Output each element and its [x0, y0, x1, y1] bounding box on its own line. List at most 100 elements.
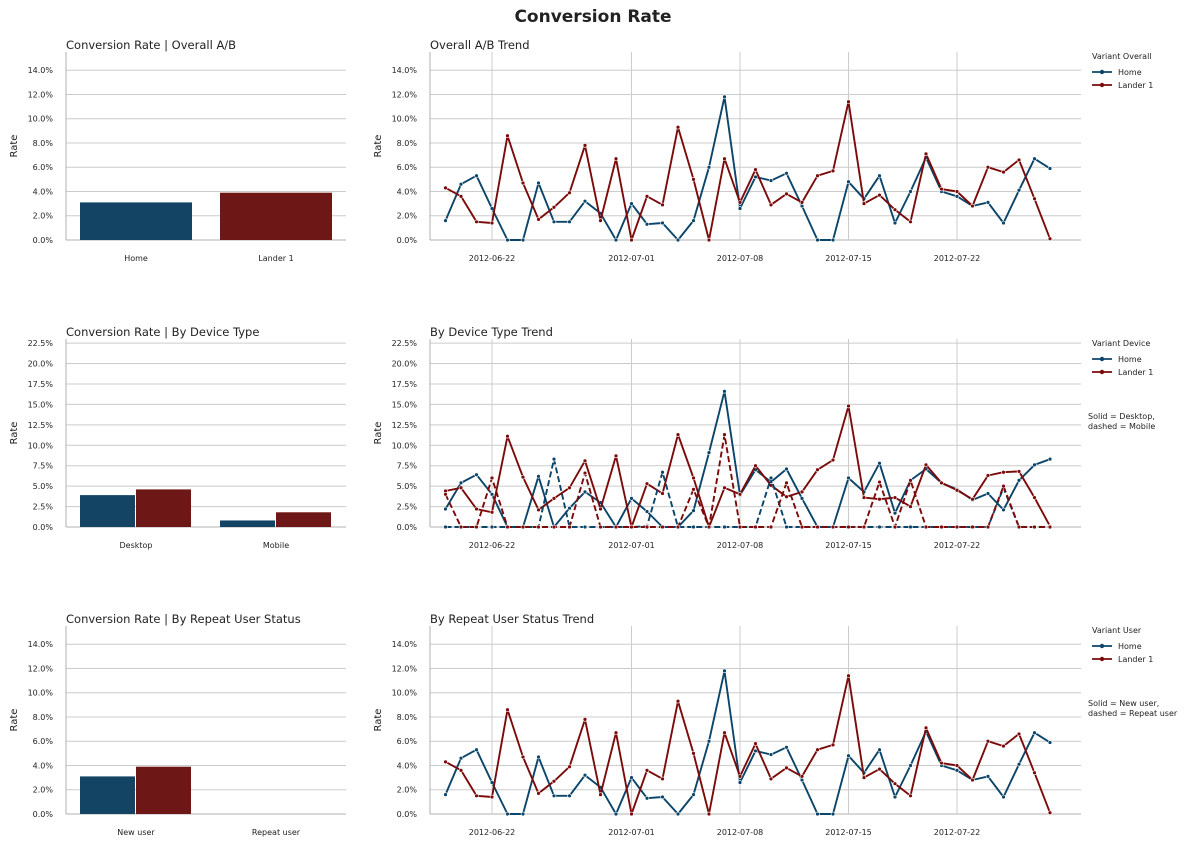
- panel4-point: [815, 467, 820, 472]
- panel6-point: [1001, 794, 1006, 800]
- panel4-point: [939, 524, 944, 530]
- panel4-point: [830, 524, 836, 530]
- panel4-point: [660, 524, 665, 530]
- panel2-point: [536, 217, 541, 222]
- panel4-point: [489, 475, 495, 481]
- panel2-point: [830, 237, 836, 243]
- panel4-point: [644, 481, 650, 486]
- panel2-point: [1001, 220, 1006, 226]
- panel6-point: [722, 730, 727, 735]
- panel4-point: [582, 470, 588, 476]
- panel4-point: [474, 506, 479, 512]
- panel4-point: [753, 524, 758, 530]
- panel4-point: [691, 524, 696, 530]
- panel2-point: [737, 200, 743, 205]
- panel3-bar: [220, 520, 275, 527]
- panel4-point: [474, 472, 479, 477]
- panel2-xtick-label: 2012-06-22: [469, 254, 516, 263]
- panel6-point: [830, 742, 836, 748]
- panel1-ylabel: Rate: [9, 135, 20, 158]
- panel1-ytick-label: 14.0%: [28, 66, 54, 75]
- panel6-point: [505, 707, 510, 712]
- panel6-point: [846, 673, 851, 678]
- panel4-point: [892, 495, 898, 500]
- panel6-point: [613, 811, 619, 817]
- panel2-point: [1047, 166, 1053, 171]
- panel2-point: [970, 203, 975, 209]
- panel4-point: [489, 510, 495, 515]
- panel6-point: [489, 794, 495, 800]
- panel4-point: [923, 462, 929, 468]
- panel4-point: [551, 524, 557, 530]
- panel3-bar: [136, 489, 191, 527]
- panel6-legend-title: Variant User: [1092, 626, 1142, 635]
- panel4-series-line-lander: [445, 405, 1051, 528]
- panel4-point: [474, 524, 479, 530]
- panel4-point: [567, 524, 572, 530]
- panel4-point: [551, 456, 557, 462]
- panel2-point: [815, 237, 820, 243]
- panel2-point: [505, 237, 510, 243]
- panel2-point: [458, 194, 464, 199]
- panel6-xtick-label: 2012-07-01: [608, 828, 655, 837]
- panel6-point: [815, 747, 820, 752]
- panel3-ytick-label: 10.0%: [28, 441, 54, 450]
- panel2-point: [706, 165, 712, 170]
- panel2-point: [551, 205, 557, 210]
- panel6-ytick-label: 14.0%: [392, 640, 418, 649]
- panel6-legend-label: Home: [1118, 642, 1142, 651]
- panel4-point: [520, 474, 526, 480]
- panel4-point: [722, 485, 727, 490]
- panel4-point: [1001, 483, 1006, 489]
- panel4-point: [1047, 524, 1053, 530]
- panel1-title: Conversion Rate | Overall A/B: [66, 38, 236, 52]
- panel2-point: [691, 218, 696, 223]
- panel6-ytick-label: 2.0%: [397, 786, 418, 795]
- panel3-bar: [80, 495, 135, 527]
- panel1-ytick-label: 12.0%: [28, 90, 54, 99]
- panel2-point: [1016, 157, 1022, 163]
- panel2-point: [458, 182, 464, 187]
- panel2-point: [520, 180, 526, 186]
- panel4-point: [954, 488, 960, 493]
- panel3-ytick-label: 15.0%: [28, 400, 54, 409]
- panel2-point: [706, 237, 712, 243]
- panel5-ytick-label: 2.0%: [33, 786, 54, 795]
- panel6-point: [706, 739, 712, 744]
- panel2-point: [799, 203, 805, 209]
- panel6-ytick-label: 6.0%: [397, 737, 418, 746]
- panel4-xtick-label: 2012-07-01: [608, 541, 655, 550]
- panel6-point: [768, 776, 774, 782]
- panel6-point: [784, 765, 789, 771]
- panel2-point: [691, 177, 696, 182]
- panel4-ytick-label: 22.5%: [392, 339, 418, 348]
- panel2-ytick-label: 12.0%: [392, 90, 418, 99]
- panel2-point: [629, 237, 634, 243]
- panel4-point: [784, 480, 789, 486]
- panel4-point: [598, 506, 603, 512]
- panel4-xtick-label: 2012-06-22: [469, 541, 516, 550]
- panel6-point: [706, 811, 712, 817]
- panel4-point: [551, 496, 557, 501]
- panel2-point: [985, 165, 991, 170]
- panel6-title: By Repeat User Status Trend: [430, 612, 594, 626]
- panel4-point: [1047, 456, 1053, 462]
- panel6-point: [908, 793, 913, 799]
- panel6-xtick-label: 2012-07-08: [717, 828, 764, 837]
- panel4-point: [505, 434, 510, 439]
- panel4-point: [520, 524, 526, 530]
- panel6-point: [1032, 730, 1037, 735]
- panel6-point: [737, 780, 743, 785]
- panel5-ytick-label: 8.0%: [33, 713, 54, 722]
- panel4-point: [675, 432, 681, 437]
- panel4-xtick-label: 2012-07-08: [717, 541, 764, 550]
- panel3-ytick-label: 12.5%: [28, 421, 54, 430]
- panel4-point: [443, 506, 448, 512]
- panel6-point: [458, 756, 464, 761]
- panel4-ytick-label: 5.0%: [397, 482, 418, 491]
- panel6-point: [536, 791, 541, 796]
- panel4-point: [846, 524, 851, 530]
- panel6-point: [1001, 743, 1006, 749]
- panel2-point: [1016, 188, 1022, 193]
